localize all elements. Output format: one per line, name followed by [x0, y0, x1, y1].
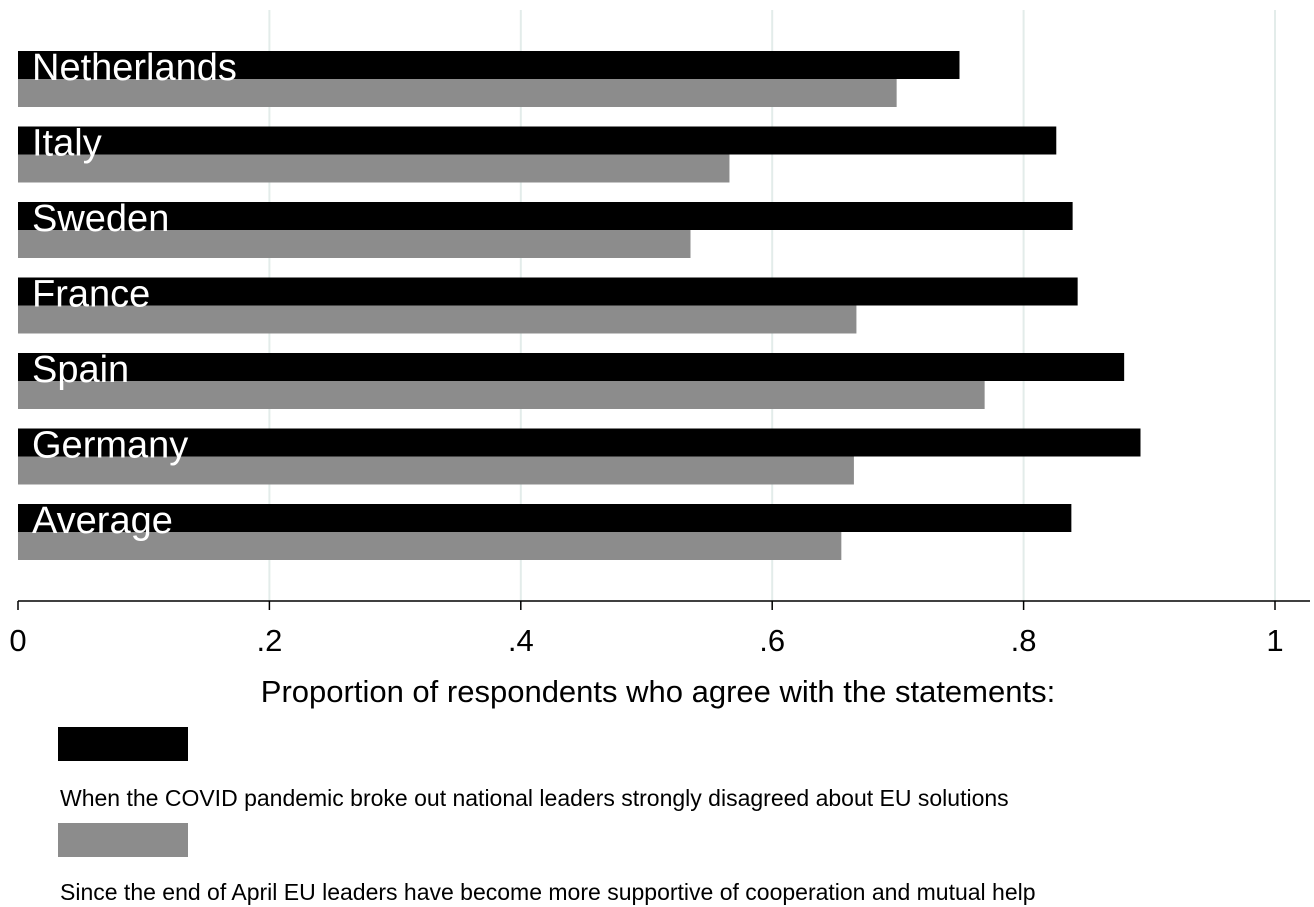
bar-france-series-1	[18, 277, 1078, 306]
legend-label-series-1: When the COVID pandemic broke out nation…	[60, 785, 1009, 811]
bars	[18, 51, 1141, 560]
bar-italy-series-2	[18, 154, 730, 183]
category-label: Germany	[32, 425, 188, 467]
legend-swatch-series-1	[58, 727, 188, 761]
legend-swatch-series-2	[58, 823, 188, 857]
bar-germany-series-1	[18, 428, 1141, 457]
x-tick-label: .6	[759, 623, 785, 658]
x-tick-label: .2	[256, 623, 282, 658]
bar-sweden-series-2	[18, 230, 691, 258]
category-label: Sweden	[32, 198, 169, 240]
category-labels: Netherlands Italy Sweden France Spain Germany…	[32, 47, 237, 542]
x-tick-label: .4	[508, 623, 534, 658]
bar-sweden-series-1	[18, 202, 1073, 230]
category-label: Italy	[32, 123, 102, 165]
category-label: Netherlands	[32, 47, 237, 89]
x-tick-label: 0	[9, 623, 26, 658]
x-axis-ticks: 0 .2 .4 .6 .8 1	[9, 601, 1284, 658]
category-label: France	[32, 274, 150, 316]
bar-average-series-2	[18, 532, 842, 560]
bar-spain-series-1	[18, 353, 1125, 381]
bar-average-series-1	[18, 504, 1072, 532]
bar-netherlands-series-2	[18, 79, 897, 107]
x-tick-label: 1	[1266, 623, 1283, 658]
category-label: Average	[32, 500, 173, 542]
x-tick-label: .8	[1011, 623, 1037, 658]
legend: When the COVID pandemic broke out nation…	[58, 727, 1036, 905]
bar-netherlands-series-1	[18, 51, 960, 79]
x-axis-label: Proportion of respondents who agree with…	[261, 674, 1055, 709]
bar-spain-series-2	[18, 381, 985, 409]
bar-germany-series-2	[18, 456, 854, 485]
bar-italy-series-1	[18, 126, 1057, 155]
bar-france-series-2	[18, 305, 857, 334]
category-label: Spain	[32, 349, 129, 391]
legend-label-series-2: Since the end of April EU leaders have b…	[60, 879, 1036, 905]
